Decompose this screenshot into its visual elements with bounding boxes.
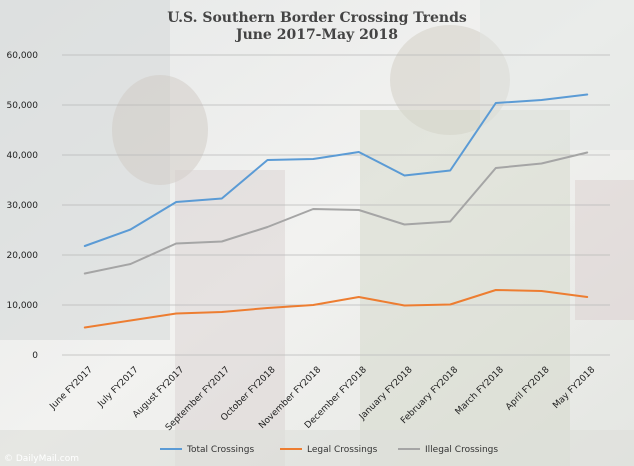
- y-tick-label: 30,000: [7, 201, 39, 211]
- credit-watermark: © DailyMail.com: [4, 454, 79, 464]
- y-tick-label: 60,000: [7, 51, 39, 61]
- y-tick-label: 40,000: [7, 151, 39, 161]
- series-line-illegal-crossings: [83, 151, 589, 275]
- credit-text: © DailyMail.com: [4, 454, 79, 464]
- series-line-legal-crossings: [83, 289, 589, 329]
- y-axis-ticks: 0 10,000 20,000 30,000 40,000 50,000 60,000: [7, 51, 39, 361]
- legend-label: Illegal Crossings: [425, 445, 498, 455]
- y-tick-label: 50,000: [7, 101, 39, 111]
- y-tick-label: 0: [32, 351, 38, 361]
- series-lines: [83, 93, 589, 329]
- legend: Total Crossings Legal Crossings Illegal Cr…: [160, 445, 498, 455]
- legend-label: Legal Crossings: [307, 445, 378, 455]
- y-tick-label: 10,000: [7, 301, 39, 311]
- chart-subtitle: June 2017-May 2018: [234, 27, 398, 43]
- y-tick-label: 20,000: [7, 251, 39, 261]
- series-line-total-crossings: [83, 93, 589, 247]
- legend-label: Total Crossings: [186, 445, 254, 455]
- chart-title: U.S. Southern Border Crossing Trends: [167, 10, 467, 26]
